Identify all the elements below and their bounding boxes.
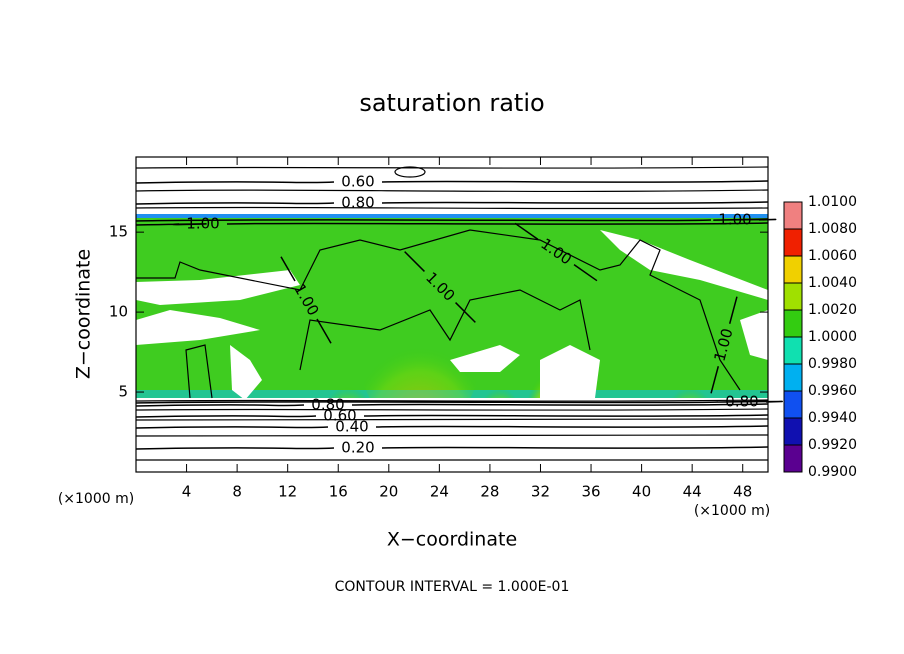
contour-line [404,251,476,323]
colorbar-label: 0.9920 [808,437,857,453]
x-tick-label: 32 [531,483,550,501]
contour-label: 0.80 [341,194,374,212]
x-tick-label: 8 [232,483,242,501]
colorbar-label: 1.0000 [808,329,857,345]
y-axis-label: Z−coordinate [73,249,95,379]
x-tick-label: 16 [329,483,348,501]
y-unit-label: (×1000 m) [694,503,770,519]
field-gap [450,345,520,372]
colorbar-label: 0.9940 [808,410,857,426]
colorbar-band [784,256,802,283]
x-tick-label: 28 [480,483,499,501]
field-gap [136,310,260,345]
y-tick-label: 5 [118,383,128,401]
x-tick-label: 4 [182,483,192,501]
contour-line [135,201,769,205]
x-tick-label: 20 [379,483,398,501]
colorbar-label: 1.0060 [808,248,857,264]
x-tick-label: 24 [430,483,449,501]
contour-line [135,403,769,407]
colorbar-band [784,364,802,391]
contour-line [135,180,769,184]
contours-extra [135,166,769,461]
contour-label: 0.60 [341,173,374,191]
contour-label: 0.40 [335,418,368,436]
contour-line [135,414,769,418]
x-tick-label: 40 [632,483,651,501]
contour-label: 0.80 [311,396,344,414]
plot-frame [135,156,769,473]
field-hot [360,290,480,430]
colorbar-label: 1.0080 [808,221,857,237]
field-gap [740,310,768,360]
field-gap [600,230,768,300]
contour-label: 0.20 [341,439,374,457]
contour-label: 0.60 [323,407,356,425]
contour-line [514,222,598,282]
contour-label: 1.00 [186,215,219,233]
colorbar-band [784,418,802,445]
field [136,157,768,472]
footer: CONTOUR INTERVAL = 1.000E-01 [335,579,570,595]
colorbar-label: 0.9980 [808,356,857,372]
colorbar-band [784,391,802,418]
colorbar-band [784,445,802,472]
contour-line [135,400,783,404]
contour-label: 0.80 [725,393,758,411]
field-gap [540,345,600,400]
x-tick-label: 44 [683,483,702,501]
x-tick-label: 12 [278,483,297,501]
colorbar-band [784,310,802,337]
contour-line [710,296,738,394]
x-tick-label: 48 [733,483,752,501]
colorbar-label: 0.9960 [808,383,857,399]
contour-label: 1.00 [718,211,751,229]
contour-line [135,425,769,429]
contour-line [135,222,769,226]
y-tick-label: 10 [109,303,128,321]
colorbar-band [784,202,802,229]
field-edge [136,214,768,218]
y-tick-label: 15 [109,223,128,241]
colorbar-label: 1.0040 [808,275,857,291]
colorbar-band [784,283,802,310]
field-above [136,157,768,214]
contour-line [135,446,769,450]
colorbar-band [784,229,802,256]
x-axis-label: X−coordinate [387,529,517,551]
chart-title: saturation ratio [359,89,544,117]
field-gap [136,270,300,305]
contour-line [280,256,332,344]
colorbar-band [784,337,802,364]
colorbar-label: 0.9900 [808,464,857,480]
field-gap [230,345,262,400]
colorbar-label: 1.0020 [808,302,857,318]
contour-line [135,218,777,222]
colorbar-label: 1.0100 [808,194,857,210]
x-unit-label: (×1000 m) [58,491,134,507]
x-tick-label: 36 [581,483,600,501]
